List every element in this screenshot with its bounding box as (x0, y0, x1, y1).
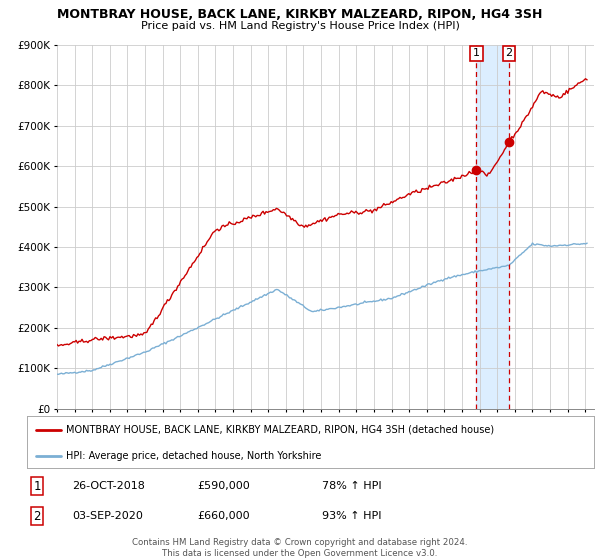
Text: £660,000: £660,000 (197, 511, 250, 521)
Text: MONTBRAY HOUSE, BACK LANE, KIRKBY MALZEARD, RIPON, HG4 3SH (detached house): MONTBRAY HOUSE, BACK LANE, KIRKBY MALZEA… (65, 425, 494, 435)
Text: £590,000: £590,000 (197, 481, 250, 491)
Text: 93% ↑ HPI: 93% ↑ HPI (322, 511, 382, 521)
Text: 2: 2 (34, 510, 41, 523)
Text: HPI: Average price, detached house, North Yorkshire: HPI: Average price, detached house, Nort… (65, 451, 321, 461)
Text: 1: 1 (473, 49, 480, 58)
Text: This data is licensed under the Open Government Licence v3.0.: This data is licensed under the Open Gov… (163, 549, 437, 558)
Text: MONTBRAY HOUSE, BACK LANE, KIRKBY MALZEARD, RIPON, HG4 3SH: MONTBRAY HOUSE, BACK LANE, KIRKBY MALZEA… (58, 8, 542, 21)
Text: 1: 1 (34, 480, 41, 493)
Text: Price paid vs. HM Land Registry's House Price Index (HPI): Price paid vs. HM Land Registry's House … (140, 21, 460, 31)
Text: Contains HM Land Registry data © Crown copyright and database right 2024.: Contains HM Land Registry data © Crown c… (132, 538, 468, 547)
Text: 78% ↑ HPI: 78% ↑ HPI (322, 481, 382, 491)
Text: 2: 2 (505, 49, 512, 58)
Bar (476, 45, 509, 409)
Text: 26-OCT-2018: 26-OCT-2018 (73, 481, 145, 491)
Text: 03-SEP-2020: 03-SEP-2020 (73, 511, 143, 521)
